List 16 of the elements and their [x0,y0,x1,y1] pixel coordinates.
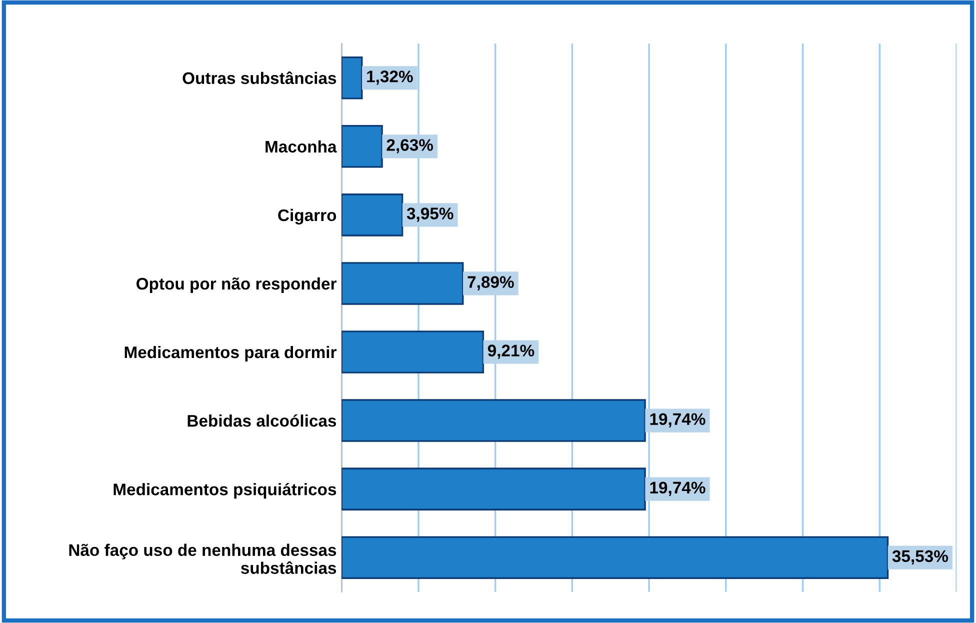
data-label: 3,95% [406,208,454,222]
y-tick-label: Outras substâncias [182,71,336,84]
y-tick-label: Optou por não responder [136,277,336,293]
y-tick-label: Cigarro [278,208,336,225]
data-label: 7,89% [468,276,514,290]
data-label: 19,74% [650,482,706,496]
data-label: 9,21% [488,344,534,359]
data-label: 35,53% [892,550,948,564]
data-label: 19,74% [650,413,706,428]
y-tick-label: Medicamentos psiquiátricos [114,482,336,499]
y-tick-label: Bebidas alcoólicas [188,414,336,427]
y-tick-label: Medicamentos para dormir [124,346,336,362]
data-label: 2,63% [386,139,434,154]
y-tick-label: Maconha [266,140,337,153]
y-tick-label: Não faço uso de nenhuma dessas substâncias [69,544,336,574]
data-label: 1,32% [367,70,413,85]
